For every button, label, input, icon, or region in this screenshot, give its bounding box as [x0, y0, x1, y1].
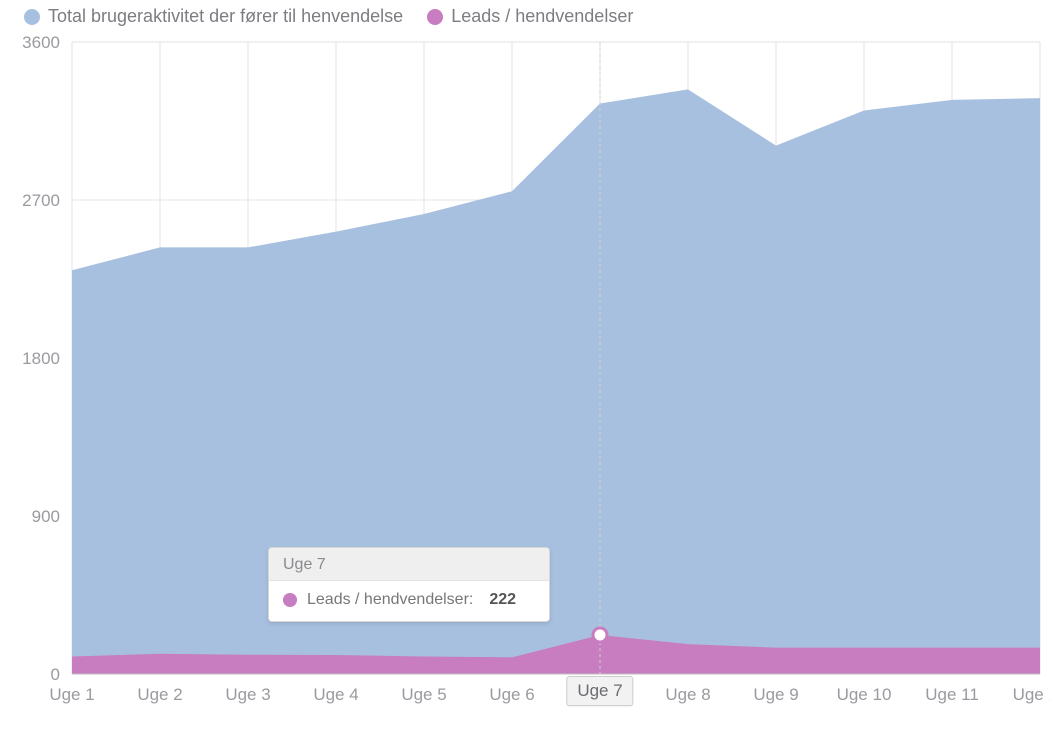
svg-text:2700: 2700 [22, 191, 60, 210]
svg-text:Uge 11: Uge 11 [925, 685, 979, 704]
chart-svg: 0 900 1800 2700 3600 Uge 1 Uge 2 Uge 3 Uge 4 Uge … [0, 34, 1050, 751]
x-axis-highlight-label: Uge 7 [577, 681, 622, 700]
chart-tooltip: Uge 7 Leads / hendvendelser: 222 [268, 547, 550, 622]
chart-legend: Total brugeraktivitet der fører til henv… [24, 6, 633, 27]
svg-text:Uge 4: Uge 4 [313, 685, 358, 704]
svg-text:Uge 3: Uge 3 [225, 685, 270, 704]
legend-item-0[interactable]: Total brugeraktivitet der fører til henv… [24, 6, 403, 27]
legend-label: Total brugeraktivitet der fører til henv… [48, 6, 403, 27]
svg-text:Uge 1: Uge 1 [49, 685, 94, 704]
tooltip-value: 222 [489, 591, 516, 609]
svg-text:Uge 12: Uge 12 [1013, 685, 1050, 704]
x-axis-highlight-badge: Uge 7 [566, 676, 633, 706]
legend-item-1[interactable]: Leads / hendvendelser [427, 6, 633, 27]
tooltip-title: Uge 7 [269, 548, 549, 581]
svg-text:Uge 9: Uge 9 [753, 685, 798, 704]
svg-text:900: 900 [32, 507, 60, 526]
legend-dot-icon [427, 9, 443, 25]
svg-text:Uge 8: Uge 8 [665, 685, 710, 704]
legend-dot-icon [24, 9, 40, 25]
svg-text:Uge 10: Uge 10 [837, 685, 892, 704]
legend-label: Leads / hendvendelser [451, 6, 633, 27]
tooltip-dot-icon [283, 593, 297, 607]
svg-text:3600: 3600 [22, 34, 60, 52]
svg-text:Uge 2: Uge 2 [137, 685, 182, 704]
svg-text:1800: 1800 [22, 349, 60, 368]
area-chart[interactable]: 0 900 1800 2700 3600 Uge 1 Uge 2 Uge 3 Uge 4 Uge … [0, 34, 1050, 751]
svg-text:Uge 6: Uge 6 [489, 685, 534, 704]
svg-text:0: 0 [51, 665, 60, 684]
tooltip-series-label: Leads / hendvendelser: [307, 591, 473, 609]
tooltip-row: Leads / hendvendelser: 222 [269, 581, 549, 621]
svg-text:Uge 5: Uge 5 [401, 685, 446, 704]
